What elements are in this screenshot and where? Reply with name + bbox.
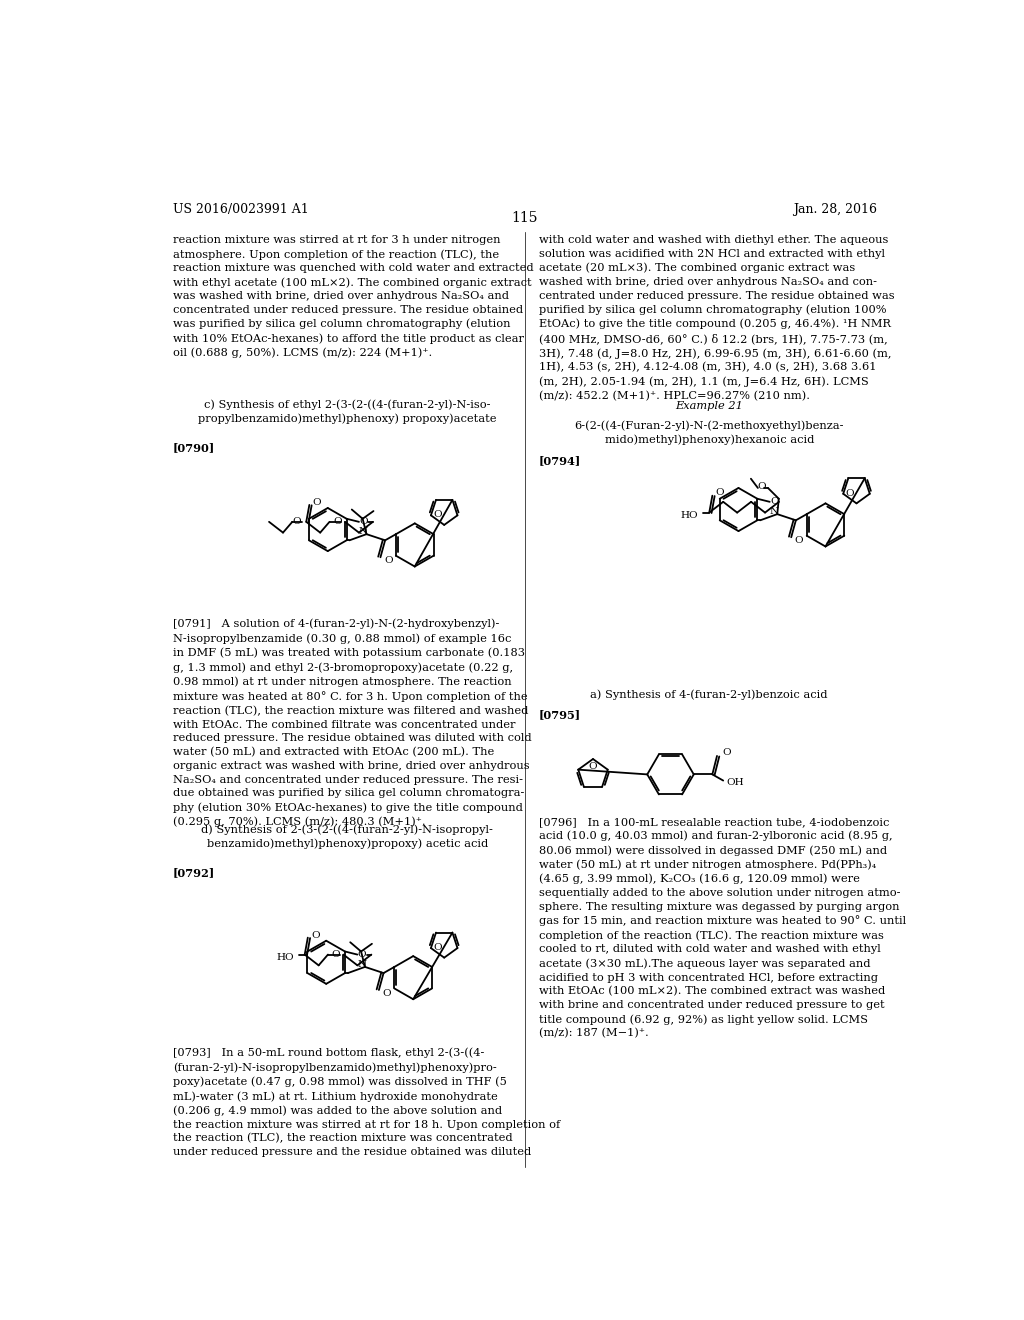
Text: O: O	[716, 488, 724, 498]
Text: O: O	[758, 482, 766, 491]
Text: [0790]: [0790]	[173, 442, 215, 453]
Text: O: O	[333, 517, 342, 527]
Text: 115: 115	[512, 211, 538, 224]
Text: [0796]   In a 100-mL resealable reaction tube, 4-iodobenzoic
acid (10.0 g, 40.03: [0796] In a 100-mL resealable reaction t…	[539, 817, 906, 1039]
Text: O: O	[433, 942, 442, 952]
Text: O: O	[589, 762, 597, 771]
Text: O: O	[357, 950, 367, 960]
Text: [0794]: [0794]	[539, 455, 581, 466]
Text: HO: HO	[681, 511, 698, 520]
Text: d) Synthesis of 2-(3-(2-((4-(furan-2-yl)-N-isopropyl-
benzamido)methyl)phenoxy)p: d) Synthesis of 2-(3-(2-((4-(furan-2-yl)…	[202, 825, 494, 850]
Text: N: N	[358, 528, 368, 536]
Text: O: O	[312, 498, 322, 507]
Text: a) Synthesis of 4-(furan-2-yl)benzoic acid: a) Synthesis of 4-(furan-2-yl)benzoic ac…	[591, 689, 828, 701]
Text: Jan. 28, 2016: Jan. 28, 2016	[793, 203, 877, 216]
Text: O: O	[311, 931, 319, 940]
Text: [0792]: [0792]	[173, 867, 215, 878]
Text: O: O	[332, 950, 340, 960]
Text: c) Synthesis of ethyl 2-(3-(2-((4-(furan-2-yl)-N-iso-
propylbenzamido)methyl)phe: c) Synthesis of ethyl 2-(3-(2-((4-(furan…	[198, 400, 497, 425]
Text: HO: HO	[276, 953, 294, 962]
Text: O: O	[433, 511, 442, 519]
Text: O: O	[770, 498, 778, 507]
Text: reaction mixture was stirred at rt for 3 h under nitrogen
atmosphere. Upon compl: reaction mixture was stirred at rt for 3…	[173, 235, 534, 358]
Text: Example 21: Example 21	[675, 401, 743, 411]
Text: [0791]   A solution of 4-(furan-2-yl)-N-(2-hydroxybenzyl)-
N-isopropylbenzamide : [0791] A solution of 4-(furan-2-yl)-N-(2…	[173, 619, 531, 826]
Text: O: O	[722, 748, 730, 758]
Text: O: O	[795, 536, 803, 545]
Text: O: O	[846, 488, 854, 498]
Text: N: N	[357, 960, 367, 969]
Text: [0795]: [0795]	[539, 709, 581, 719]
Text: O: O	[293, 517, 301, 527]
Text: [0793]   In a 50-mL round bottom flask, ethyl 2-(3-((4-
(furan-2-yl)-N-isopropyl: [0793] In a 50-mL round bottom flask, et…	[173, 1048, 560, 1158]
Text: O: O	[382, 989, 391, 998]
Text: O: O	[359, 517, 368, 527]
Text: OH: OH	[726, 777, 743, 787]
Text: 6-(2-((4-(Furan-2-yl)-N-(2-methoxyethyl)benza-
mido)methyl)phenoxy)hexanoic acid: 6-(2-((4-(Furan-2-yl)-N-(2-methoxyethyl)…	[574, 420, 844, 445]
Text: N: N	[770, 507, 778, 516]
Text: O: O	[384, 556, 392, 565]
Text: US 2016/0023991 A1: US 2016/0023991 A1	[173, 203, 308, 216]
Text: with cold water and washed with diethyl ether. The aqueous
solution was acidifie: with cold water and washed with diethyl …	[539, 235, 894, 401]
